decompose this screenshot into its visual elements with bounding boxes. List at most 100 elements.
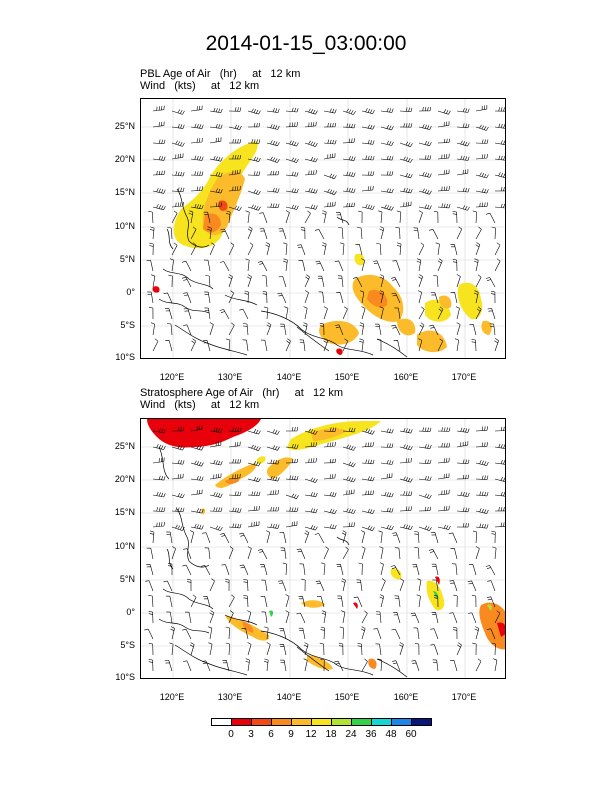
- wind-barb: [220, 228, 230, 240]
- p2-lon-label: 150°E: [334, 692, 360, 702]
- wind-barb: [456, 155, 470, 161]
- wind-barb: [171, 140, 185, 147]
- p1-lon-label: 140°E: [276, 372, 302, 382]
- wind-barb: [247, 108, 261, 115]
- wind-barb: [209, 171, 223, 177]
- wind-barb: [323, 139, 337, 145]
- wind-barb: [190, 242, 197, 256]
- wind-barb: [228, 523, 242, 529]
- p2-lat-label: 20°N: [114, 474, 135, 484]
- wind-barb: [228, 322, 235, 336]
- wind-barb: [380, 507, 394, 513]
- wind-barb: [451, 563, 458, 576]
- wind-barb: [304, 477, 318, 483]
- wind-barb: [279, 644, 287, 656]
- wind-barb: [472, 642, 477, 656]
- wind-barb: [171, 426, 184, 432]
- wind-barb: [171, 187, 185, 192]
- wind-barb: [171, 459, 185, 465]
- wind-barb: [285, 458, 298, 464]
- wind-barb: [430, 628, 439, 640]
- wind-barb: [152, 444, 166, 450]
- wind-barb: [228, 507, 242, 513]
- wind-barb: [494, 459, 505, 465]
- wind-barb: [239, 308, 249, 320]
- wind-barb: [437, 169, 450, 176]
- wind-barb: [373, 628, 382, 640]
- wind-barb: [189, 530, 194, 544]
- wind-barb: [266, 429, 280, 435]
- wind-barb: [171, 201, 184, 208]
- p2-lat-label: 10°S: [115, 672, 135, 682]
- p2-lon-label: 120°E: [159, 692, 185, 702]
- panel2-title: Stratosphere Age of Air (hr) at 12 km: [140, 387, 343, 399]
- wind-barb: [493, 658, 498, 672]
- wind-barb: [437, 443, 451, 448]
- wind-barb: [243, 579, 249, 592]
- wind-barb: [456, 123, 470, 129]
- wind-barb: [396, 210, 402, 224]
- wind-barb: [456, 459, 470, 464]
- wind-barb: [342, 489, 355, 496]
- wind-barb: [418, 188, 432, 195]
- wind-barb: [221, 564, 230, 576]
- wind-barb: [165, 340, 173, 352]
- wind-barb: [399, 123, 413, 128]
- wind-barb: [494, 258, 501, 272]
- wind-barb: [247, 546, 252, 560]
- wind-barb: [190, 445, 204, 451]
- wind-barb: [152, 204, 166, 211]
- wind-barb: [361, 442, 374, 448]
- wind-barb: [456, 226, 463, 240]
- wind-barb: [473, 258, 479, 272]
- wind-barb: [147, 291, 154, 304]
- wind-barb: [475, 426, 488, 432]
- wind-barb: [278, 228, 287, 240]
- wind-barb: [337, 595, 344, 608]
- wind-barb: [190, 489, 203, 496]
- wind-barb: [412, 564, 420, 576]
- wind-barb: [260, 339, 268, 352]
- wind-barb: [394, 547, 401, 560]
- wind-barb: [285, 594, 290, 608]
- wind-barb: [494, 140, 505, 145]
- wind-barb: [321, 562, 326, 576]
- wind-barb: [437, 138, 450, 144]
- wind-barb: [323, 188, 337, 195]
- wind-barb: [297, 244, 306, 256]
- wind-barb: [244, 290, 249, 304]
- wind-barb: [379, 546, 384, 560]
- wind-barb: [394, 307, 401, 320]
- wind-barb: [209, 188, 223, 194]
- wind-barb: [299, 339, 306, 352]
- wind-barb: [380, 428, 394, 434]
- wind-barb: [399, 141, 413, 147]
- wind-barb: [266, 530, 271, 544]
- wind-barb: [380, 171, 394, 176]
- wind-barb: [182, 276, 192, 288]
- wind-barb: [257, 549, 268, 560]
- wind-barb: [285, 426, 299, 432]
- wind-barb: [475, 658, 482, 672]
- wind-barb: [342, 461, 356, 467]
- wind-barb: [166, 611, 173, 624]
- wind-barb: [418, 155, 432, 160]
- wind-barb: [261, 275, 268, 288]
- wind-barb: [304, 210, 311, 224]
- wind-barb: [475, 105, 488, 112]
- wind-barb: [152, 187, 166, 194]
- wind-barb: [168, 274, 173, 288]
- wind-barb: [167, 227, 173, 240]
- wind-barb: [437, 186, 450, 192]
- wind-barb: [437, 338, 444, 352]
- wind-barb: [437, 489, 450, 496]
- wind-barb: [375, 611, 382, 624]
- wind-barb: [379, 290, 384, 304]
- wind-barb: [285, 171, 299, 177]
- wind-barb: [437, 473, 450, 480]
- wind-barb: [187, 578, 192, 591]
- wind-barb: [183, 324, 192, 336]
- wind-barb: [456, 441, 469, 448]
- wind-barb: [241, 628, 249, 640]
- wind-barb: [456, 322, 461, 336]
